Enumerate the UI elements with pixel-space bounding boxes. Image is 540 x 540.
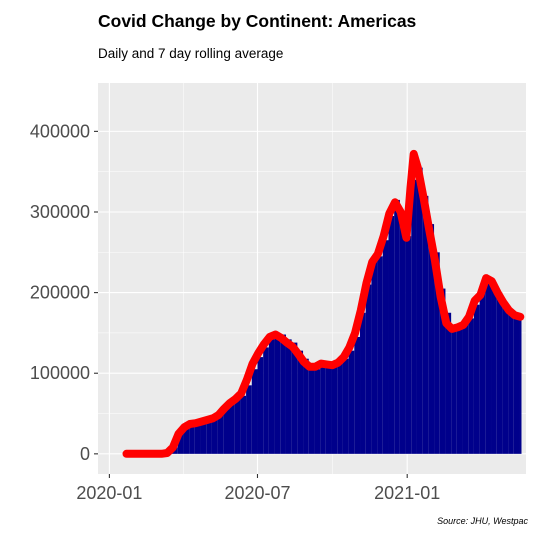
daily-bar [325, 363, 332, 454]
daily-bar [257, 357, 264, 454]
daily-bar [502, 304, 509, 454]
daily-bar [479, 288, 486, 454]
daily-bar [365, 284, 372, 454]
x-tick-label: 2020-07 [224, 483, 290, 503]
daily-bar [496, 292, 503, 454]
daily-bar [280, 334, 286, 454]
daily-bar [183, 428, 190, 454]
daily-bar [434, 252, 440, 454]
daily-bar [360, 312, 366, 454]
daily-bar [285, 339, 292, 454]
daily-bar [513, 315, 520, 454]
daily-bar [291, 342, 298, 454]
daily-bar [200, 419, 207, 454]
rolling-average-line [122, 149, 525, 458]
daily-bar [508, 310, 514, 454]
daily-bar [428, 224, 435, 454]
daily-bar [411, 179, 417, 454]
y-tick-label: 300000 [30, 202, 90, 222]
daily-bar [206, 418, 212, 454]
daily-bar [320, 365, 326, 454]
daily-bar [229, 402, 235, 454]
daily-bar [308, 365, 315, 454]
daily-bar [177, 433, 184, 454]
daily-bar [399, 211, 406, 454]
y-axis: 0 100000 200000 300000 400000 [30, 121, 98, 464]
daily-bar [405, 236, 412, 454]
daily-bar [211, 416, 218, 454]
x-axis: 2020-01 2020-07 2021-01 [76, 474, 440, 503]
daily-bar [251, 369, 258, 454]
daily-bar [189, 424, 195, 454]
rolling-average-line-group [122, 149, 525, 458]
daily-bar [342, 358, 349, 454]
x-tick-label: 2020-01 [76, 483, 142, 503]
daily-bar [217, 413, 224, 454]
y-tick-label: 100000 [30, 363, 90, 383]
daily-bar [462, 324, 469, 454]
daily-bar [240, 395, 247, 454]
daily-bar [348, 350, 355, 454]
daily-bar [263, 347, 269, 454]
daily-bar [491, 282, 497, 454]
daily-bar [485, 280, 492, 454]
x-tick-label: 2021-01 [374, 483, 440, 503]
daily-bar [268, 339, 275, 454]
daily-bar [388, 216, 395, 454]
chart-title: Covid Change by Continent: Americas [98, 11, 417, 31]
y-tick-label: 200000 [30, 283, 90, 303]
daily-bar [354, 336, 361, 454]
daily-bars [126, 167, 522, 455]
daily-bar [473, 304, 480, 454]
daily-bar [422, 195, 429, 454]
daily-bar [456, 326, 463, 454]
y-tick-label: 400000 [30, 121, 90, 141]
daily-bar [439, 288, 446, 454]
daily-bar [377, 256, 383, 454]
daily-bar [468, 318, 474, 454]
chart-caption: Source: JHU, Westpac [437, 516, 528, 526]
daily-bar [246, 385, 252, 454]
daily-bar [194, 421, 201, 454]
daily-bar [297, 350, 304, 454]
daily-bar [314, 369, 321, 454]
daily-bar [382, 240, 389, 454]
daily-bar [234, 399, 241, 454]
daily-bar [303, 358, 309, 454]
daily-bar [416, 167, 423, 454]
chart-subtitle: Daily and 7 day rolling average [98, 46, 284, 61]
daily-bar [519, 316, 522, 454]
daily-bar [274, 332, 281, 454]
y-tick-label: 0 [80, 444, 90, 464]
daily-bar [371, 260, 378, 454]
daily-bar [223, 407, 230, 454]
daily-bar [394, 199, 400, 454]
daily-bar [445, 312, 452, 454]
daily-bar [451, 324, 457, 454]
daily-bar [331, 365, 338, 454]
daily-bar [337, 363, 343, 454]
